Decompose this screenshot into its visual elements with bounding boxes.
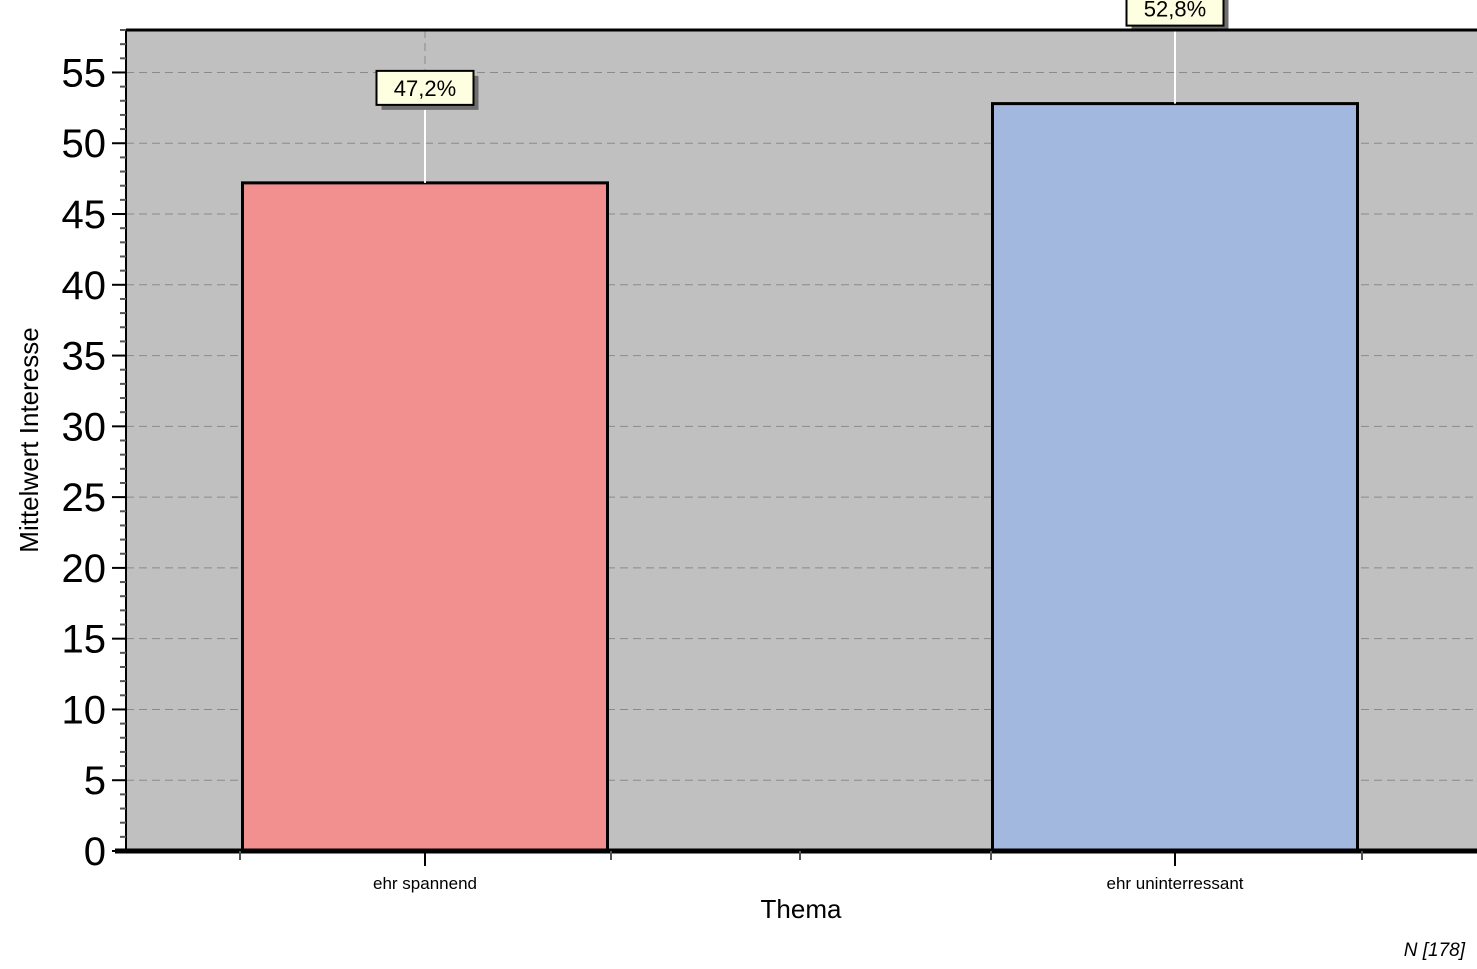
y-axis: 0 5 10 15 20 25 30 35 40 45 50 55 bbox=[62, 29, 126, 874]
value-label: 52,8% bbox=[1144, 0, 1206, 22]
y-tick-label: 55 bbox=[62, 51, 107, 95]
x-tick-label: ehr uninterressant bbox=[1106, 874, 1243, 893]
y-tick-label: 50 bbox=[62, 122, 107, 166]
value-label-box bbox=[1125, 0, 1225, 27]
y-tick-label: 25 bbox=[62, 476, 107, 520]
y-tick-label: 30 bbox=[62, 405, 107, 449]
value-label-box bbox=[375, 69, 475, 106]
y-tick-label: 0 bbox=[84, 830, 106, 874]
bar bbox=[991, 102, 1359, 853]
y-tick-label: 35 bbox=[62, 335, 107, 379]
x-axis: ehr spannend ehr uninterressant bbox=[239, 851, 1363, 893]
x-axis-title: Thema bbox=[761, 894, 842, 924]
sample-size-note: N [178] bbox=[1403, 940, 1465, 961]
y-tick-label: 15 bbox=[62, 618, 107, 662]
bars: 47,2% 52,8% bbox=[241, 0, 1359, 853]
y-tick-label: 5 bbox=[84, 759, 106, 803]
y-axis-title: Mittelwert Interesse bbox=[14, 327, 44, 552]
x-tick-label: ehr spannend bbox=[373, 874, 477, 893]
bar bbox=[241, 181, 609, 853]
y-tick-label: 20 bbox=[62, 547, 107, 591]
y-tick-label: 40 bbox=[62, 264, 107, 308]
y-tick-label: 10 bbox=[62, 688, 107, 732]
y-tick-label: 45 bbox=[62, 193, 107, 237]
value-label: 47,2% bbox=[394, 76, 456, 101]
